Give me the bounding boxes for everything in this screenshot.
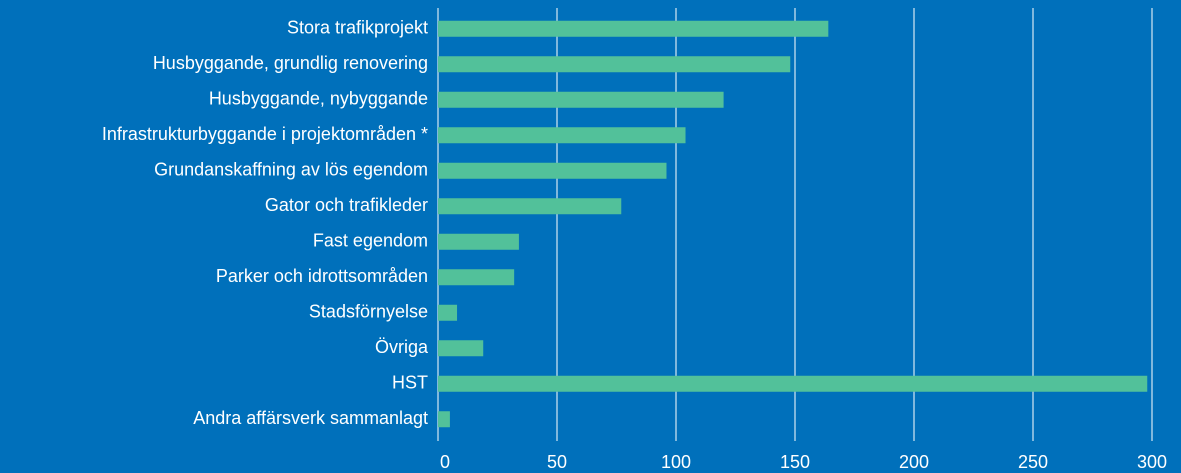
y-tick-label: Husbyggande, nybyggande [209,89,428,109]
x-tick-label: 250 [1018,452,1048,472]
bar [438,233,519,250]
y-tick-label: Infrastrukturbyggande i projektområden * [102,124,428,144]
y-tick-label: Fast egendom [313,231,428,251]
bar [438,411,450,428]
y-tick-label: Övriga [375,337,429,357]
y-tick-label: Gator och trafikleder [265,195,428,215]
bar [438,91,724,108]
x-tick-label: 0 [440,452,450,472]
bar [438,375,1148,392]
y-tick-label: Husbyggande, grundlig renovering [153,53,428,73]
bar [438,304,458,321]
bar [438,198,622,215]
y-tick-label: Grundanskaffning av lös egendom [154,160,428,180]
bar [438,340,484,357]
y-tick-label: Stadsförnyelse [309,302,428,322]
x-tick-label: 200 [899,452,929,472]
bar [438,269,515,286]
x-tick-label: 300 [1137,452,1167,472]
bar [438,127,686,144]
bar [438,162,667,179]
x-tick-label: 50 [547,452,567,472]
y-tick-label: Stora trafikprojekt [287,18,428,38]
bar [438,56,791,73]
x-tick-label: 100 [661,452,691,472]
x-tick-label: 150 [780,452,810,472]
y-tick-label: HST [392,373,428,393]
y-tick-label: Parker och idrottsområden [216,266,428,286]
y-tick-label: Andra affärsverk sammanlagt [193,408,428,428]
bar [438,20,829,37]
